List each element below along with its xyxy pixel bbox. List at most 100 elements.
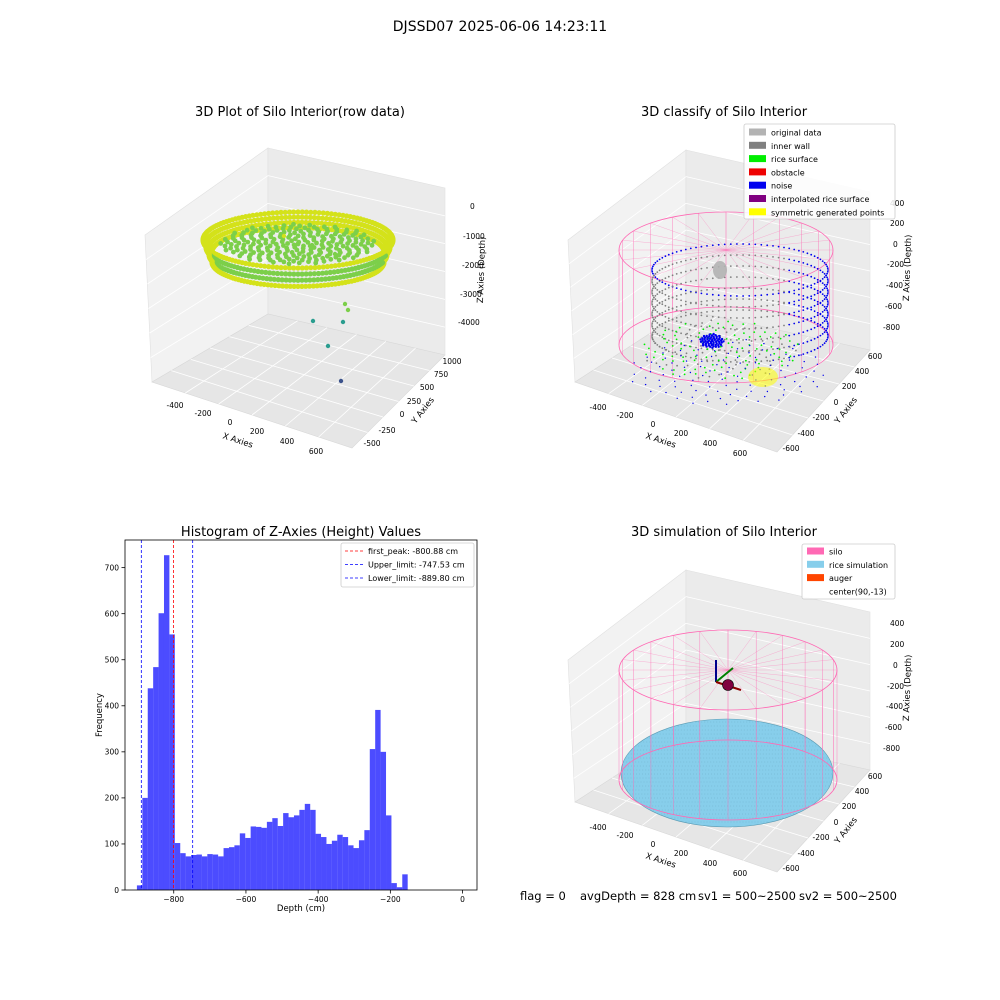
classify-surface-point [781,364,783,367]
raw-point [340,262,346,268]
classify-legend-label: original data [771,129,822,138]
classify-z-tick: -800 [883,323,900,332]
raw-surface-point [292,230,297,236]
histogram-bar [358,840,365,890]
classify-wall-point [821,344,824,346]
classify-wall-point [700,267,703,270]
classify-wall-point [748,339,751,341]
classify-points [618,211,834,405]
classify-noise-point [705,345,708,348]
raw-x-tick: 600 [309,447,324,456]
classify-surface-point [694,355,697,358]
classify-wall-point [658,334,661,337]
classify-wall-point [760,265,763,268]
classify-wall-point [772,300,774,302]
classify-wall-point [783,268,785,271]
classify-wall-point [772,293,774,295]
classify-wall-point [651,311,654,314]
classify-wall-point [772,304,774,306]
classify-silo-spoke-line [725,249,830,260]
classify-wall-point [729,295,732,297]
classify-noise-point [719,397,722,400]
classify-wall-point [821,311,824,313]
classify-wall-point [825,274,827,277]
classify-original-patch [713,261,727,279]
classify-wall-point [826,272,828,275]
raw-point [319,270,326,276]
classify-wall-point [821,293,824,295]
axes-grid-line [568,596,687,684]
classify-wall-point [760,305,763,308]
classify-wall-point [680,260,682,263]
classify-wall-point [651,291,653,293]
classify-noise-point [683,344,685,347]
classify-wall-point [766,304,769,307]
classify-wall-point [788,280,791,283]
classify-wall-point [754,316,757,319]
classify-wall-point [742,339,744,341]
classify-wall-point [656,289,659,291]
raw-surface-point [242,249,248,254]
raw-z-label: Z Axies (Depth) [476,236,488,303]
classify-wall-point [813,337,816,340]
classify-noise-point [800,391,803,393]
classify-wall-point [654,316,657,319]
classify-surface-point [788,340,791,342]
raw-surface-point [294,226,299,232]
simulation-silo-spoke-line [727,659,834,671]
classify-wall-point [651,269,653,271]
raw-surface-point [253,228,259,233]
raw-point [323,215,329,222]
classify-wall-point [798,282,800,285]
classify-wall-point [680,315,682,318]
simulation-silo-spoke-line [727,669,806,699]
histogram-bar [369,749,376,890]
classify-noise-point [737,400,739,402]
raw-surface-point [329,233,334,239]
classify-noise-point [703,344,705,346]
classify-wall-point [823,272,826,275]
classify-surface-point [698,332,701,334]
classify-wall-point [742,254,744,256]
classify-noise-point [659,366,661,368]
classify-wall-point [711,244,714,247]
classify-wall-point [798,249,800,252]
classify-wall-point [664,321,667,324]
classify-noise-point [709,370,711,372]
raw-point [318,282,324,289]
classify-wall-point [656,326,659,328]
classify-wall-point [826,327,828,330]
classify-noise-point [631,381,634,383]
histogram-x-tick-label: −600 [236,895,257,904]
classify-wall-point [798,332,800,335]
classify-wall-point [667,339,670,342]
classify-surface-point [662,358,664,361]
raw-point [279,277,285,283]
classify-noise-point [722,340,725,343]
classify-wall-point [810,253,813,256]
classify-wall-point [825,263,827,266]
classify-noise-point [784,376,786,378]
classify-wall-point [821,282,824,284]
raw-point [291,265,297,271]
classify-wall-point [760,254,763,257]
raw-point [283,283,290,289]
classify-wall-point [653,340,655,343]
classify-noise-point [696,354,698,356]
classify-surface-point [686,364,689,367]
classify-wall-point [706,293,708,295]
raw-surface-point [354,228,359,234]
raw-surface-point [328,243,334,249]
histogram-bar [321,837,327,890]
classify-noise-point [680,355,682,357]
classify-wall-point [661,311,664,314]
classify-wall-point [736,339,738,341]
classify-wall-point [671,329,674,332]
raw-point [327,216,333,222]
raw-point [271,220,277,226]
classify-wall-point [717,309,720,312]
classify-surface-point [758,353,761,355]
classify-surface-point [795,349,797,352]
raw-y-tick: 750 [434,370,449,379]
